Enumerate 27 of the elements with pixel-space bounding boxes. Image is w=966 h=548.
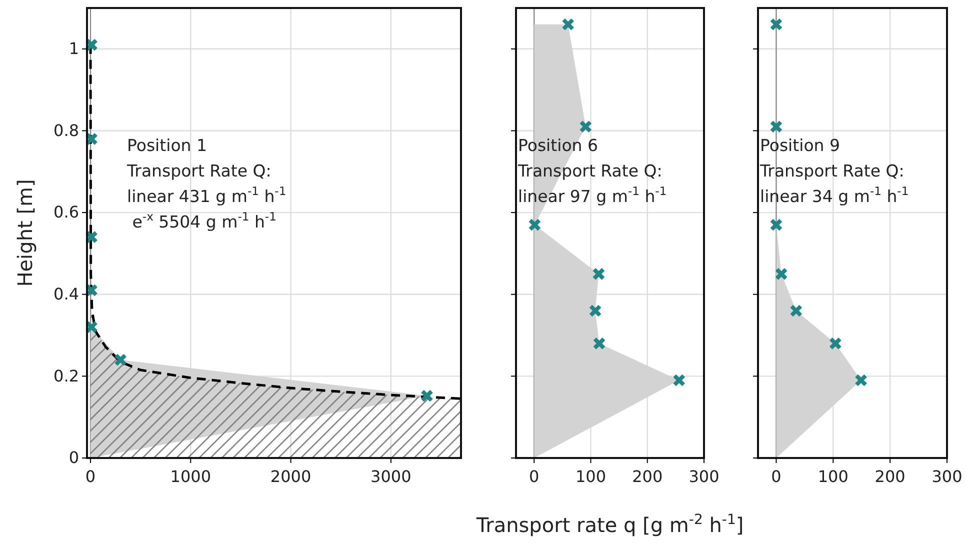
- y-tick-label: 1: [68, 39, 79, 58]
- x-tick-label: 100: [818, 467, 848, 486]
- x-tick-label: 0: [85, 467, 96, 486]
- x-tick-label: 200: [874, 467, 906, 486]
- y-tick-label: 0.6: [54, 202, 79, 222]
- x-tick-label: 100: [575, 467, 606, 486]
- y-tick-label: 0.4: [54, 284, 79, 304]
- annotation: Transport Rate Q:: [517, 162, 662, 180]
- annotation: Position 6: [518, 136, 598, 155]
- annotation: Transport Rate Q:: [126, 162, 272, 180]
- y-tick-label: 0: [68, 448, 79, 468]
- x-axis-title: Transport rate q [g m$^{-2}$ h$^{-1}$]: [475, 512, 744, 537]
- annotation: e$^{-x}$ 5504 g m$^{-1}$ h$^{-1}$: [127, 210, 276, 232]
- x-tick-label: 1000: [170, 467, 211, 486]
- x-tick-label: 300: [932, 467, 962, 486]
- annotation: linear 431 g m$^{-1}$ h$^{-1}$: [127, 184, 286, 206]
- x-tick-label: 0: [529, 467, 540, 486]
- x-tick-label: 2000: [270, 467, 312, 486]
- y-tick-label: 0.8: [54, 120, 79, 140]
- x-tick-label: 200: [632, 467, 663, 486]
- x-tick-label: 0: [771, 467, 782, 486]
- x-tick-label: 3000: [370, 467, 412, 486]
- annotation: Position 1: [127, 136, 207, 155]
- y-tick-label: 0.2: [54, 366, 79, 386]
- x-tick-label: 300: [688, 467, 720, 486]
- y-axis-title: Height [m]: [13, 179, 37, 287]
- annotation: linear 97 g m$^{-1}$ h$^{-1}$: [518, 184, 667, 206]
